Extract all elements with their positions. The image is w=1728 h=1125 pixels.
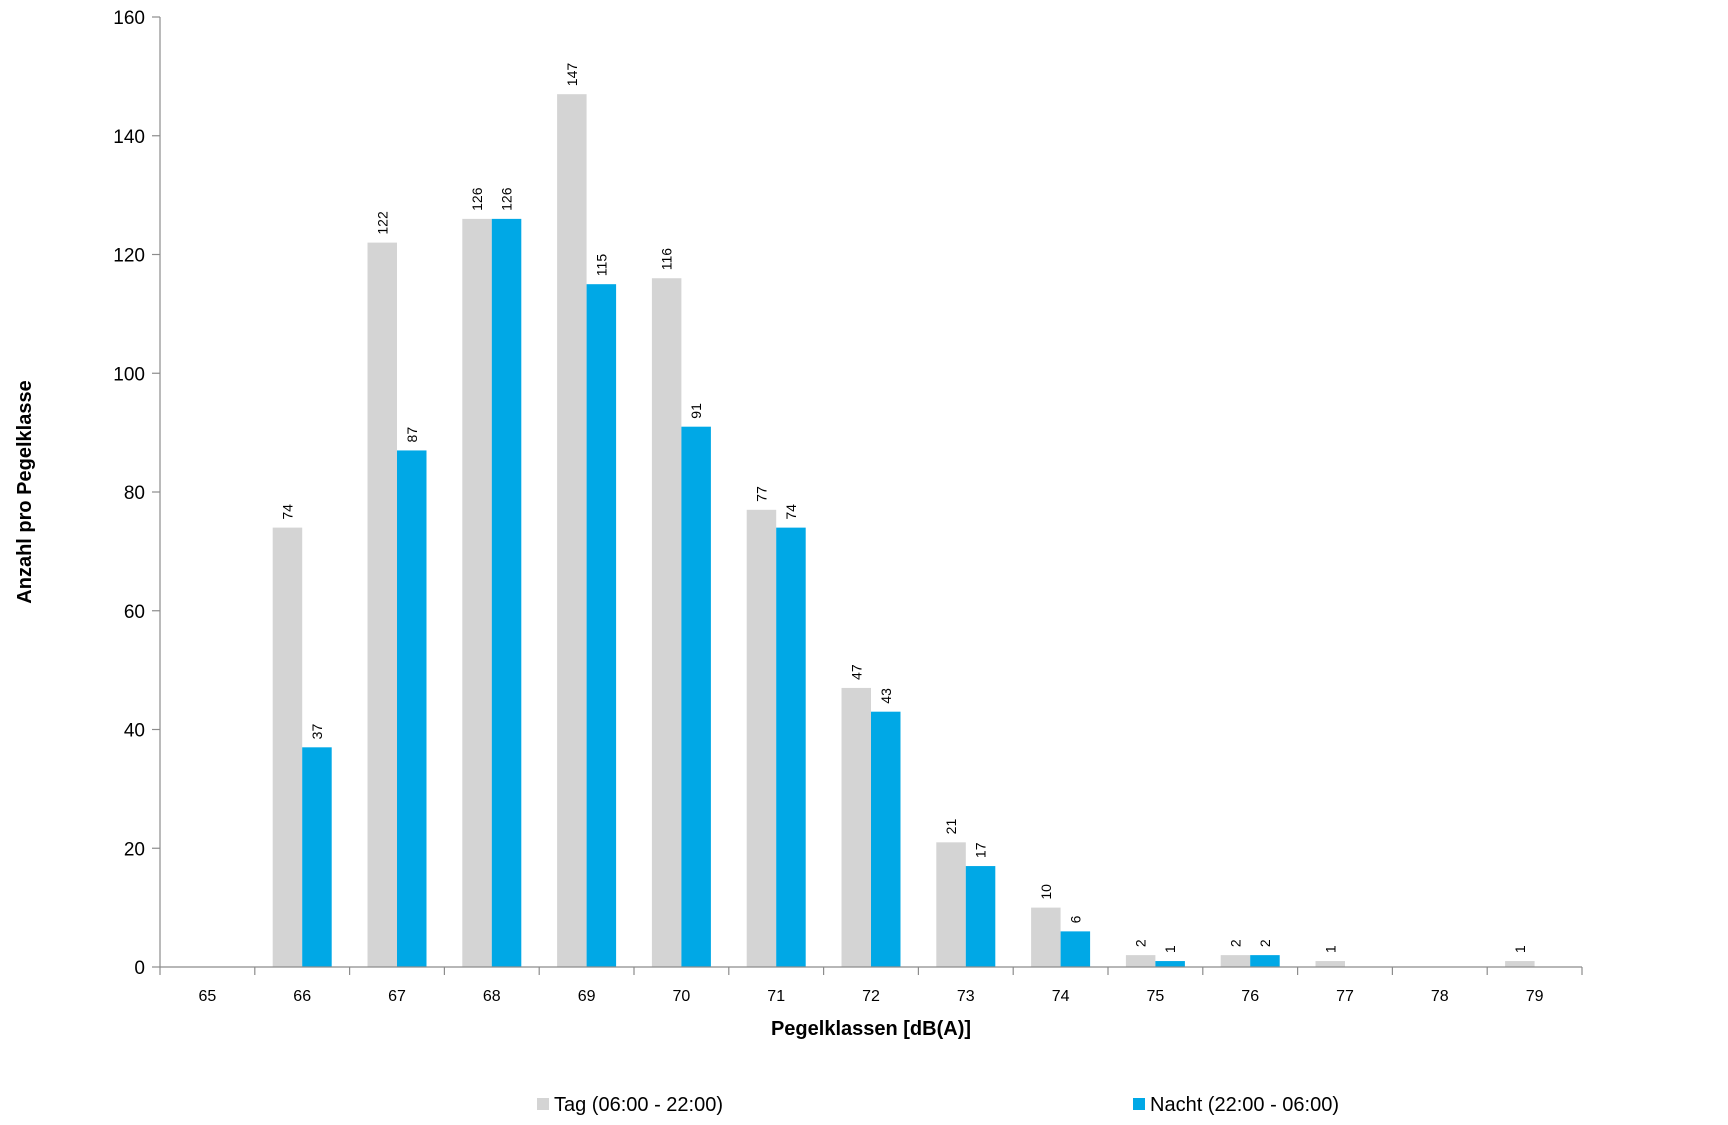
y-tick-label: 0 (134, 958, 145, 979)
bar-nacht (1060, 931, 1091, 967)
data-label: 116 (659, 248, 675, 271)
data-label: 17 (973, 842, 989, 858)
data-label: 115 (593, 254, 609, 277)
data-label: 74 (783, 504, 799, 520)
x-tick-label: 74 (1052, 988, 1070, 1005)
data-label: 43 (878, 688, 894, 704)
bar-nacht (302, 747, 332, 967)
bar-tag (557, 94, 587, 967)
x-tick-label: 71 (767, 988, 785, 1005)
data-label: 2 (1257, 939, 1273, 947)
data-label: 1 (1322, 945, 1338, 953)
x-tick-label: 75 (1147, 988, 1165, 1005)
data-label: 87 (404, 427, 420, 443)
bar-tag (462, 218, 492, 967)
x-tick-label: 76 (1241, 988, 1259, 1005)
y-ticks-group: 0 20 40 60 80 100 120 140 160 (113, 8, 160, 979)
y-tick-label: 140 (113, 127, 145, 148)
x-tick-label: 79 (1526, 988, 1544, 1005)
bar-tag (367, 242, 397, 967)
bar-tag (1220, 955, 1251, 967)
y-tick-label: 120 (113, 246, 145, 267)
data-label: 147 (564, 63, 580, 87)
x-ticks-group: 65 66 67 68 69 70 71 72 73 74 75 76 77 78 79 (159, 967, 1583, 1005)
legend-swatch (537, 1098, 549, 1110)
data-label: 74 (279, 504, 295, 520)
x-tick-label: 66 (293, 988, 311, 1005)
bar-nacht (491, 218, 522, 967)
bar-nacht (965, 866, 996, 967)
data-label: 21 (943, 819, 959, 835)
x-tick-label: 68 (483, 988, 501, 1005)
x-tick-label: 67 (388, 988, 406, 1005)
bar-nacht (681, 426, 711, 967)
bar-tag (841, 687, 871, 967)
x-tick-label: 65 (199, 988, 217, 1005)
bar-tag (1031, 907, 1061, 967)
x-tick-label: 73 (957, 988, 975, 1005)
y-axis-title: Anzahl pro Pegelklasse (14, 380, 36, 603)
data-label: 2 (1227, 939, 1243, 947)
bar-tag (272, 527, 303, 967)
y-tick-label: 60 (124, 602, 145, 623)
bar-nacht (397, 450, 427, 967)
legend-label: Tag (06:00 - 22:00) (554, 1094, 723, 1116)
bar-tag (1505, 961, 1535, 967)
y-tick-label: 20 (124, 839, 145, 860)
data-label: 126 (499, 187, 515, 211)
bar-nacht (1250, 955, 1280, 967)
x-tick-label: 78 (1431, 988, 1449, 1005)
data-label: 10 (1038, 884, 1054, 900)
x-tick-label: 72 (862, 988, 880, 1005)
bar-nacht (871, 711, 901, 967)
data-label: 77 (753, 486, 769, 502)
legend: Tag (06:00 - 22:00) Nacht (22:00 - 06:00) (537, 1094, 1339, 1116)
bars-group (272, 94, 1535, 967)
x-tick-label: 77 (1336, 988, 1354, 1005)
bar-nacht (776, 527, 806, 967)
bar-tag (1125, 955, 1156, 967)
bar-tag (651, 278, 682, 967)
bar-nacht (1155, 961, 1185, 967)
y-tick-label: 160 (113, 8, 145, 29)
data-label: 1 (1162, 945, 1178, 953)
y-tick-label: 100 (113, 364, 145, 385)
x-tick-label: 70 (673, 988, 691, 1005)
data-label: 122 (374, 211, 390, 235)
y-tick-label: 40 (124, 721, 145, 742)
data-label: 91 (688, 403, 704, 419)
data-label: 126 (469, 187, 485, 211)
data-label: 2 (1133, 939, 1149, 947)
bar-tag (746, 509, 777, 967)
legend-swatch (1133, 1098, 1145, 1110)
x-axis-title: Pegelklassen [dB(A)] (771, 1018, 971, 1040)
x-tick-label: 69 (578, 988, 596, 1005)
data-label: 6 (1067, 915, 1083, 923)
bar-tag (1315, 961, 1345, 967)
bar-nacht (586, 284, 617, 967)
data-label: 47 (848, 664, 864, 680)
data-label: 37 (309, 724, 325, 740)
legend-label: Nacht (22:00 - 06:00) (1150, 1094, 1339, 1116)
y-tick-label: 80 (124, 483, 145, 504)
data-label: 1 (1512, 945, 1528, 953)
bar-tag (936, 842, 966, 967)
